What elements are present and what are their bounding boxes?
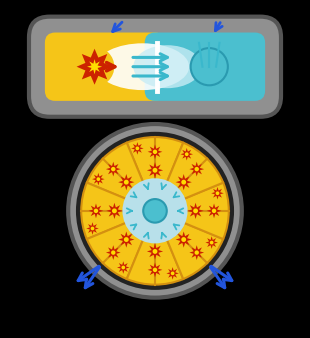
Circle shape (68, 124, 242, 298)
Circle shape (194, 250, 199, 255)
Wedge shape (127, 211, 183, 285)
Circle shape (91, 226, 94, 231)
Circle shape (153, 150, 157, 154)
Circle shape (153, 168, 157, 173)
Polygon shape (131, 142, 144, 154)
Circle shape (124, 180, 129, 185)
Circle shape (143, 199, 167, 223)
Circle shape (181, 180, 186, 185)
Circle shape (210, 241, 214, 244)
Polygon shape (118, 174, 135, 190)
Polygon shape (118, 232, 135, 248)
Wedge shape (87, 143, 155, 211)
Polygon shape (211, 187, 224, 199)
Wedge shape (155, 143, 223, 211)
Circle shape (111, 250, 116, 255)
Circle shape (185, 152, 188, 156)
Ellipse shape (75, 47, 114, 87)
Polygon shape (188, 203, 204, 219)
Polygon shape (166, 267, 179, 280)
Polygon shape (175, 174, 192, 190)
FancyBboxPatch shape (29, 17, 281, 117)
Circle shape (94, 209, 98, 213)
Wedge shape (81, 183, 155, 239)
Polygon shape (180, 148, 193, 161)
Circle shape (124, 237, 129, 242)
Circle shape (122, 266, 125, 269)
Polygon shape (89, 203, 103, 218)
Polygon shape (106, 203, 122, 219)
Circle shape (135, 146, 139, 150)
FancyBboxPatch shape (145, 32, 265, 101)
Circle shape (212, 209, 216, 213)
Circle shape (153, 268, 157, 272)
Wedge shape (127, 137, 183, 211)
Circle shape (193, 209, 198, 213)
Polygon shape (147, 243, 163, 260)
Polygon shape (92, 173, 104, 186)
Circle shape (111, 167, 116, 171)
Polygon shape (175, 232, 192, 248)
Polygon shape (147, 162, 163, 178)
Ellipse shape (133, 45, 202, 88)
Circle shape (194, 167, 199, 171)
FancyBboxPatch shape (45, 32, 165, 101)
Polygon shape (206, 236, 218, 249)
Circle shape (112, 209, 117, 213)
Polygon shape (189, 245, 204, 260)
Polygon shape (106, 245, 121, 260)
Wedge shape (155, 183, 229, 239)
Polygon shape (148, 144, 162, 159)
Circle shape (171, 271, 175, 275)
Polygon shape (117, 261, 130, 274)
Circle shape (181, 237, 186, 242)
Polygon shape (86, 222, 99, 235)
Ellipse shape (96, 43, 189, 90)
Polygon shape (106, 162, 121, 176)
Polygon shape (207, 203, 221, 218)
Circle shape (216, 191, 219, 195)
Circle shape (191, 48, 228, 85)
Wedge shape (87, 211, 155, 279)
Polygon shape (189, 162, 204, 176)
Circle shape (122, 178, 188, 243)
Wedge shape (155, 211, 223, 279)
Polygon shape (148, 263, 162, 277)
Circle shape (96, 177, 100, 181)
Circle shape (153, 249, 157, 254)
Polygon shape (77, 49, 113, 85)
Polygon shape (87, 59, 102, 74)
Circle shape (76, 132, 234, 290)
